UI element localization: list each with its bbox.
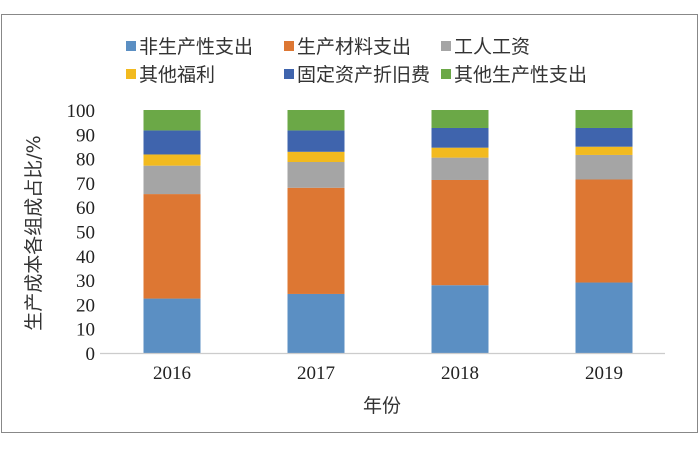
bar-segment-2016-4 [143, 130, 201, 155]
y-tick-label: 80 [76, 150, 95, 171]
x-axis: 2016 2017 2018 2019 [153, 363, 623, 384]
bar-segment-2018-2 [431, 157, 489, 180]
bar-segment-2019-0 [575, 282, 633, 353]
bar-segment-2017-5 [287, 110, 345, 131]
bar-segment-2018-4 [431, 127, 489, 148]
legend-swatch [284, 69, 294, 79]
x-tick-label: 2019 [585, 363, 623, 384]
legend-label: 生产材料支出 [297, 36, 411, 58]
bar-segment-2019-3 [575, 146, 633, 155]
legend-label: 工人工资 [454, 36, 530, 58]
x-tick-label: 2017 [297, 363, 335, 384]
y-tick-label: 50 [76, 223, 95, 244]
bar-segment-2017-1 [287, 187, 345, 294]
bar-segment-2018-0 [431, 285, 489, 353]
bar-segment-2016-1 [143, 194, 201, 299]
y-axis-label: 生产成本各组成占比/% [23, 135, 45, 330]
bar-segment-2016-2 [143, 165, 201, 195]
legend-swatch [441, 69, 451, 79]
x-tick-label: 2018 [441, 363, 479, 384]
y-tick-label: 100 [67, 101, 96, 122]
bar-segment-2017-2 [287, 162, 345, 188]
y-tick-label: 60 [76, 198, 95, 219]
bar-segment-2016-3 [143, 154, 201, 166]
y-tick-label: 30 [76, 271, 95, 292]
bar-segment-2017-3 [287, 151, 345, 163]
bar-segment-2018-3 [431, 147, 489, 158]
legend-label: 其他生产性支出 [454, 64, 587, 86]
y-tick-label: 20 [76, 295, 95, 316]
x-tick-label: 2016 [153, 363, 191, 384]
bar-segment-2019-2 [575, 154, 633, 180]
x-axis-label: 年份 [363, 395, 401, 417]
y-tick-label: 90 [76, 125, 95, 146]
legend-swatch [284, 41, 294, 51]
y-tick-label: 70 [76, 174, 95, 195]
legend-label: 非生产性支出 [139, 36, 253, 58]
bar-segment-2016-5 [143, 110, 201, 131]
bar-segment-2018-5 [431, 110, 489, 128]
bar-segment-2016-0 [143, 298, 201, 353]
bars [143, 110, 633, 353]
bar-segment-2019-4 [575, 127, 633, 147]
bar-segment-2017-0 [287, 293, 345, 353]
bar-segment-2019-1 [575, 179, 633, 283]
bar-segment-2019-5 [575, 110, 633, 128]
legend-swatch [441, 41, 451, 51]
y-tick-label: 10 [76, 320, 95, 341]
legend-label: 其他福利 [139, 64, 215, 86]
y-tick-label: 0 [86, 344, 96, 365]
bar-segment-2018-1 [431, 179, 489, 286]
y-tick-label: 40 [76, 247, 95, 268]
y-axis: 0 10 20 30 40 50 60 70 80 90 100 [67, 101, 96, 365]
legend-swatch [126, 69, 136, 79]
legend-swatch [126, 41, 136, 51]
bar-segment-2017-4 [287, 130, 345, 152]
legend-label: 固定资产折旧费 [297, 64, 430, 86]
